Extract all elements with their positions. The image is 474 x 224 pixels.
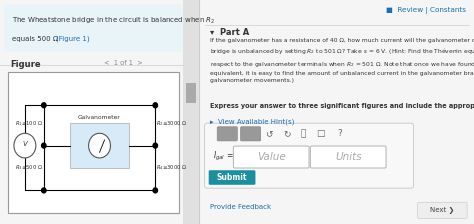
Text: □: □ [316,129,324,138]
Text: Units: Units [335,152,362,162]
FancyBboxPatch shape [418,202,467,218]
Text: Submit: Submit [217,173,247,182]
FancyBboxPatch shape [4,4,183,52]
Text: (Figure 1): (Figure 1) [56,36,90,42]
Text: Figure: Figure [10,60,41,69]
FancyBboxPatch shape [8,72,179,213]
FancyBboxPatch shape [186,83,196,103]
Text: ▸  View Available Hint(s): ▸ View Available Hint(s) [210,119,294,125]
Text: V: V [22,142,27,147]
Text: If the galvanometer has a resistance of 40 Ω, how much current will the galvanom: If the galvanometer has a resistance of … [210,38,474,83]
Text: $R_4$≤3000 Ω: $R_4$≤3000 Ω [156,164,188,172]
Text: equals 500 Ω: equals 500 Ω [12,36,63,42]
Text: <  1 of 1  >: < 1 of 1 > [103,60,142,67]
FancyBboxPatch shape [310,146,386,168]
Circle shape [89,133,110,158]
Circle shape [153,103,157,108]
Text: $R_2$≤3000 Ω: $R_2$≤3000 Ω [156,119,188,128]
Circle shape [42,188,46,193]
Text: ▾  Part A: ▾ Part A [210,28,249,37]
FancyBboxPatch shape [205,123,413,188]
Text: ⭯: ⭯ [301,129,306,138]
Text: ↺: ↺ [265,129,273,138]
Circle shape [153,188,157,193]
Text: Galvanometer: Galvanometer [78,115,121,120]
Text: $I_{gal}$ =: $I_{gal}$ = [213,150,234,163]
Text: $R_1$≤100 Ω: $R_1$≤100 Ω [15,119,43,128]
FancyBboxPatch shape [233,146,309,168]
Text: ↻: ↻ [283,129,291,138]
FancyBboxPatch shape [217,127,237,141]
Circle shape [42,103,46,108]
FancyBboxPatch shape [70,123,129,168]
Text: $R_3$≤500 Ω: $R_3$≤500 Ω [15,164,43,172]
Text: Express your answer to three significant figures and include the appropriate uni: Express your answer to three significant… [210,103,474,109]
Text: Value: Value [257,152,286,162]
Text: Next ❯: Next ❯ [430,207,455,214]
Text: ?: ? [337,129,342,138]
Circle shape [42,143,46,148]
Text: ■  Review | Constants: ■ Review | Constants [386,7,466,14]
FancyBboxPatch shape [241,127,261,141]
FancyBboxPatch shape [209,170,255,185]
Text: The Wheatstone bridge in the circuit is balanced when $R_2$: The Wheatstone bridge in the circuit is … [12,16,215,26]
Circle shape [153,143,157,148]
Text: Provide Feedback: Provide Feedback [210,204,271,210]
FancyBboxPatch shape [183,0,199,224]
Circle shape [14,133,36,158]
